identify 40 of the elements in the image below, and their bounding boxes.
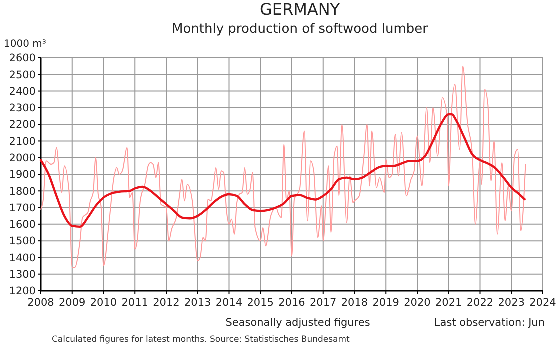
x-tick-label: 2013	[184, 297, 212, 309]
x-tick-label: 2012	[153, 297, 180, 309]
x-tick-label: 2024	[530, 297, 557, 309]
y-tick-label: 2500	[9, 69, 36, 82]
line-series	[40, 66, 526, 268]
x-tick-label: 2020	[404, 297, 431, 309]
y-tick-label: 1900	[9, 169, 36, 182]
x-tick-label: 2015	[247, 297, 274, 309]
y-tick-label: 2400	[9, 86, 36, 98]
y-tick-label: 2300	[9, 102, 36, 115]
y-tick-label: 1400	[9, 252, 36, 264]
y-tick-label: 1600	[9, 219, 36, 232]
y-tick-label: 2100	[9, 136, 36, 148]
text: Seasonally adjusted figures	[226, 317, 370, 329]
x-tick-label: 2014	[216, 297, 243, 309]
x-tick-label: 2021	[436, 297, 462, 309]
x-tick-label: 2010	[90, 297, 118, 309]
x-tick-label: 2019	[372, 297, 400, 309]
x-tick-label: 2023	[498, 297, 525, 309]
x-tick-label: 2011	[122, 297, 148, 309]
y-tick-label: 2200	[9, 119, 36, 132]
y-axis-title: 1000 m³	[4, 39, 46, 50]
chart-title: GERMANY	[260, 0, 340, 19]
x-tick-label: 2018	[341, 297, 368, 309]
y-tick-label: 2600	[9, 52, 36, 65]
x-tick-label: 2009	[59, 297, 86, 309]
y-tick-label: 2000	[9, 152, 36, 165]
x-tick-label: 2022	[466, 297, 494, 309]
text: Calculated figures for latest months. Source: Statistisches Bundesamt	[52, 335, 351, 345]
y-tick-label: 1700	[9, 202, 36, 214]
x-tick-label: 2008	[28, 297, 54, 309]
y-tick-label: 1200	[9, 286, 36, 298]
x-tick-label: 2017	[310, 297, 337, 309]
line-series	[40, 113, 526, 228]
y-tick-label: 1500	[9, 236, 36, 248]
y-tick-label: 1300	[9, 269, 36, 282]
text: Last observation: Jun	[434, 317, 545, 329]
y-tick-label: 1800	[9, 186, 36, 198]
x-tick-label: 2016	[278, 297, 306, 309]
chart-subtitle: Monthly production of softwood lumber	[172, 22, 429, 37]
